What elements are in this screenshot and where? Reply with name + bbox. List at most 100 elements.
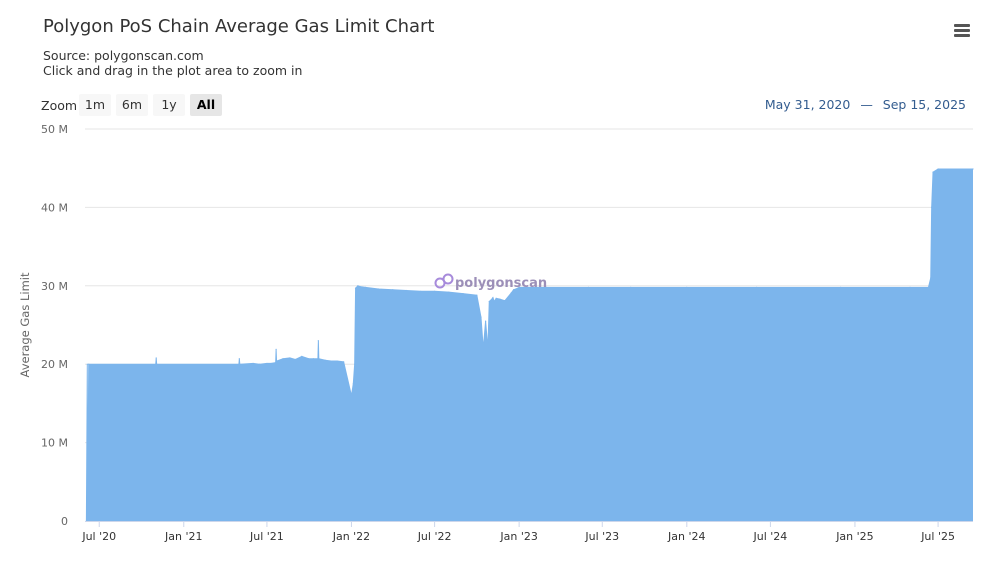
area-series-fill — [86, 168, 973, 522]
data-point — [275, 362, 277, 364]
data-point — [448, 291, 450, 293]
watermark-text: polygonscan — [455, 276, 547, 291]
data-point — [156, 363, 158, 365]
data-point — [513, 289, 515, 291]
data-point — [155, 363, 157, 365]
data-point — [756, 286, 758, 288]
data-point — [931, 206, 933, 208]
data-point — [490, 299, 492, 301]
data-point — [318, 358, 320, 360]
zoom-all-button[interactable]: All — [190, 94, 222, 116]
data-point — [545, 286, 547, 288]
data-point — [587, 286, 590, 288]
area-series — [85, 168, 974, 522]
x-tick-label: Jul '21 — [249, 530, 284, 543]
x-tick-label: Jul '22 — [417, 530, 452, 543]
data-point — [343, 361, 345, 363]
x-tick-label: Jul '25 — [920, 530, 955, 543]
y-tick-label: 20 M — [41, 358, 68, 371]
data-point — [515, 288, 517, 290]
data-point — [301, 355, 303, 357]
data-point — [308, 358, 310, 360]
zoom-6m-button[interactable]: 6m — [116, 94, 148, 116]
data-point — [324, 359, 326, 361]
data-point — [155, 357, 157, 359]
hamburger-menu-icon[interactable] — [948, 20, 976, 42]
x-tick-label: Jan '25 — [835, 530, 873, 543]
x-tick-label: Jul '20 — [81, 530, 116, 543]
x-tick-label: Jan '23 — [499, 530, 537, 543]
data-point — [289, 357, 291, 359]
data-point — [331, 360, 333, 362]
data-point — [420, 290, 422, 292]
data-point — [377, 288, 380, 290]
data-point — [476, 294, 478, 296]
data-point — [405, 289, 408, 292]
data-point — [434, 290, 436, 292]
data-point — [482, 347, 484, 350]
x-tick-label: Jan '22 — [332, 530, 370, 543]
data-point — [336, 360, 338, 362]
data-point — [317, 340, 319, 342]
range-separator: — — [860, 97, 873, 112]
data-point — [258, 363, 261, 365]
data-point — [239, 363, 241, 365]
data-point — [359, 285, 361, 288]
data-point — [365, 286, 367, 288]
zoom-1y-button[interactable]: 1y — [153, 94, 185, 116]
data-point — [510, 292, 512, 294]
data-point — [275, 348, 277, 350]
data-point — [937, 168, 939, 170]
data-point — [462, 293, 464, 295]
data-point — [495, 297, 497, 299]
data-point — [927, 286, 930, 288]
data-point — [487, 347, 489, 350]
data-point — [317, 358, 319, 360]
data-point — [354, 287, 357, 289]
data-point — [357, 285, 359, 287]
data-point — [275, 360, 278, 362]
zoom-hint-text: Click and drag in the plot area to zoom … — [43, 63, 303, 78]
axes: 0 10 M 20 M 30 M 40 M 50 M Jul '20 Jan '21 Jul '… — [41, 123, 973, 543]
y-tick-label: 40 M — [41, 201, 68, 214]
y-tick-label: 50 M — [41, 123, 68, 136]
data-point — [630, 286, 632, 288]
zoom-1m-button[interactable]: 1m — [79, 94, 111, 116]
data-point — [488, 300, 490, 303]
x-tick-label: Jan '24 — [667, 530, 705, 543]
data-point — [86, 363, 88, 365]
y-tick-label: 10 M — [41, 437, 68, 450]
data-point — [493, 300, 495, 303]
data-point — [480, 316, 482, 318]
y-tick-label: 0 — [61, 515, 68, 528]
range-from-input[interactable]: May 31, 2020 — [764, 97, 851, 112]
data-point — [504, 300, 506, 302]
data-point — [484, 320, 487, 322]
data-point — [930, 277, 932, 279]
data-point — [352, 383, 354, 385]
data-point — [686, 286, 688, 288]
y-tick-label: 30 M — [41, 280, 68, 293]
data-point — [270, 362, 272, 365]
range-to-input[interactable]: Sep 15, 2025 — [882, 97, 966, 112]
x-tick-label: Jan '21 — [164, 530, 202, 543]
polygonscan-watermark: polygonscan — [434, 273, 547, 291]
data-point — [238, 363, 240, 365]
x-tick-label: Jul '24 — [753, 530, 788, 543]
y-axis-label: Average Gas Limit — [18, 272, 32, 377]
data-point — [392, 289, 394, 291]
data-point — [238, 358, 240, 360]
data-point — [492, 296, 494, 299]
date-range: May 31, 2020 — Sep 15, 2025 — [762, 97, 969, 112]
data-point — [282, 358, 284, 360]
polygon-logo-icon — [434, 273, 454, 289]
zoom-label: Zoom — [41, 98, 78, 113]
data-point — [350, 394, 353, 397]
data-point — [266, 362, 268, 365]
data-point — [972, 168, 974, 170]
data-point — [909, 286, 911, 288]
data-point — [88, 363, 90, 365]
data-point — [518, 286, 520, 288]
data-point — [312, 358, 314, 360]
